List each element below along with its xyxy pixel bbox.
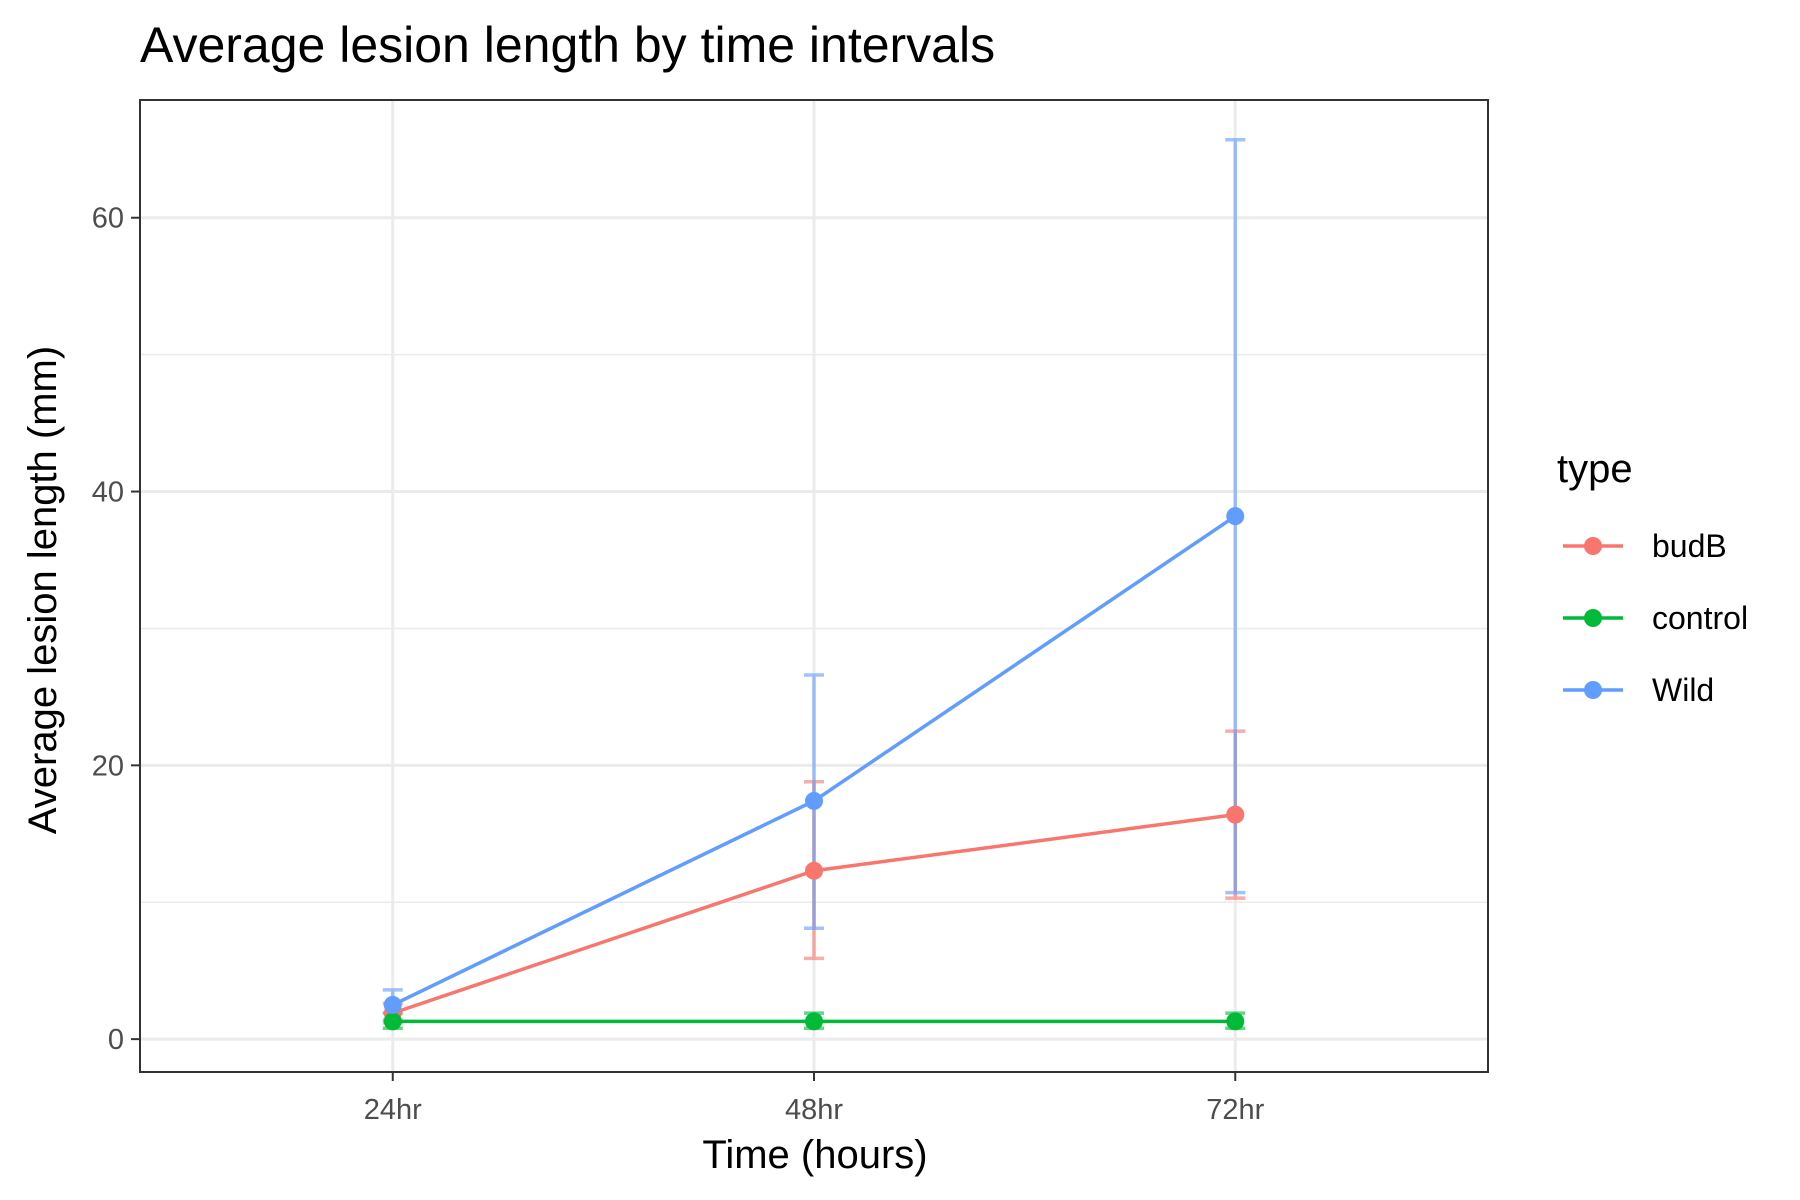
data-point-Wild — [805, 791, 823, 810]
x-axis-title: Time (hours) — [702, 1133, 927, 1177]
x-tick-label: 24hr — [364, 1094, 422, 1126]
legend-title: type — [1557, 447, 1633, 491]
legend-key-point — [1584, 681, 1602, 699]
data-point-budB — [1226, 805, 1245, 824]
legend: type budB control Wild — [1557, 447, 1748, 708]
legend-item-budB: budB — [1563, 528, 1727, 564]
legend-label: Wild — [1652, 672, 1714, 708]
y-tick-label: 40 — [92, 477, 124, 509]
legend-label: budB — [1652, 528, 1727, 564]
data-point-budB — [805, 861, 823, 880]
y-tick-label: 60 — [92, 203, 124, 235]
data-point-Wild — [383, 995, 402, 1014]
data-point-Wild — [1226, 507, 1245, 526]
legend-key-point — [1584, 537, 1602, 555]
legend-key-point — [1584, 609, 1602, 627]
legend-item-control: control — [1563, 600, 1748, 636]
x-axis: 24hr 48hr 72hr — [364, 1072, 1265, 1126]
chart-title: Average lesion length by time intervals — [140, 17, 995, 73]
legend-item-Wild: Wild — [1563, 672, 1714, 708]
y-axis: 0 20 40 60 — [92, 203, 140, 1056]
series-points — [383, 507, 1245, 1031]
data-point-control — [1226, 1012, 1245, 1031]
y-axis-title: Average lesion length (mm) — [21, 346, 65, 834]
y-tick-label: 20 — [92, 750, 124, 782]
data-point-control — [805, 1012, 823, 1031]
x-tick-label: 48hr — [785, 1094, 843, 1126]
x-tick-label: 72hr — [1206, 1094, 1264, 1126]
y-tick-label: 0 — [108, 1024, 124, 1056]
data-point-control — [383, 1012, 402, 1031]
legend-label: control — [1652, 600, 1748, 636]
